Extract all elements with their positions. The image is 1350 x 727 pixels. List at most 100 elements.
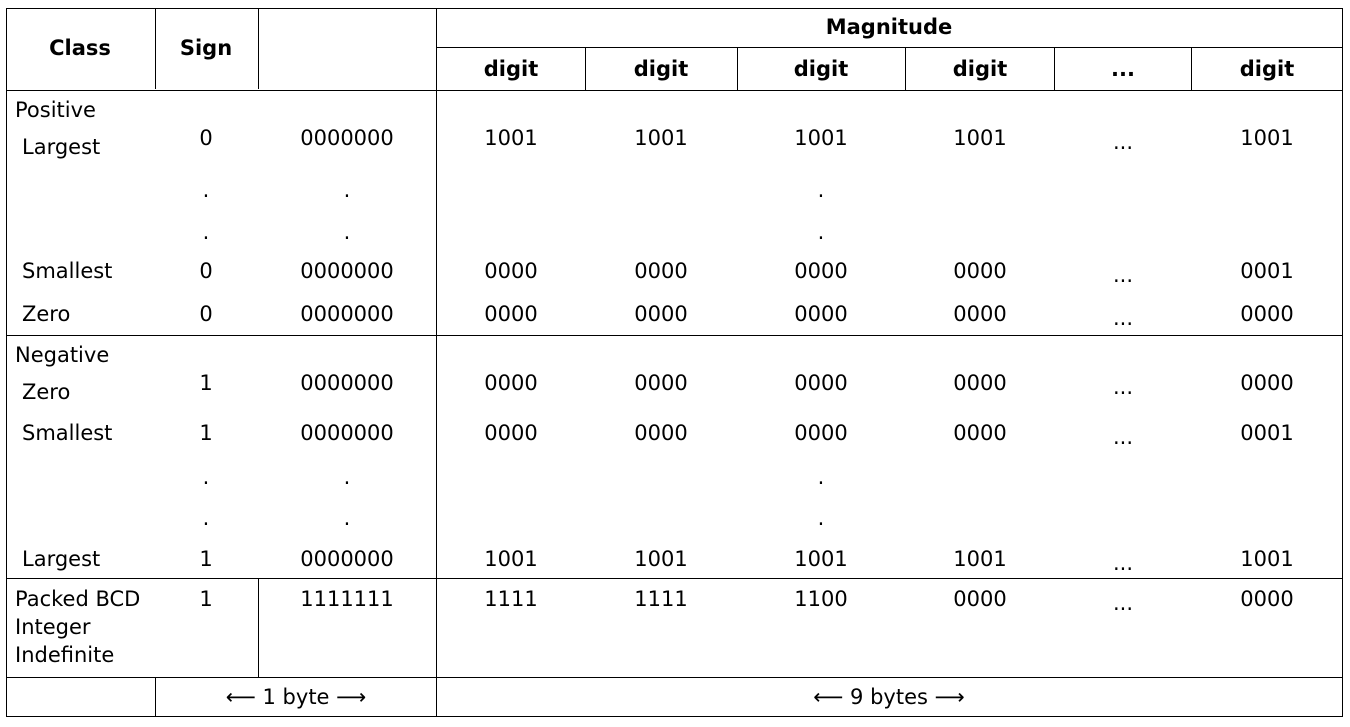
negative-zero-sign: 1 xyxy=(199,371,213,395)
indefinite-ellipsis: ... xyxy=(1112,591,1134,615)
positive-mag-dot-1: . xyxy=(817,178,825,202)
negative-zero-ellipsis: ... xyxy=(1112,375,1134,399)
positive-largest-digit-3: 1001 xyxy=(794,126,848,150)
negative-sign-dot-2: . xyxy=(202,506,210,530)
digit-column-rule-4 xyxy=(1054,48,1055,90)
positive-exp-dot-1: . xyxy=(343,178,351,202)
positive-zero-digit-4: 0000 xyxy=(953,302,1007,326)
negative-zero-exp: 0000000 xyxy=(300,371,394,395)
positive-smallest-label: Smallest xyxy=(22,259,113,283)
indefinite-label-line-1: Packed BCD xyxy=(15,587,141,611)
positive-smallest-digit-1: 0000 xyxy=(484,259,538,283)
header-sign: Sign xyxy=(179,36,233,60)
negative-zero-digit-last: 0000 xyxy=(1240,371,1294,395)
negative-largest-ellipsis: ... xyxy=(1112,551,1134,575)
indefinite-digit-last: 0000 xyxy=(1240,587,1294,611)
negative-largest-digit-4: 1001 xyxy=(953,547,1007,571)
negative-zero-digit-4: 0000 xyxy=(953,371,1007,395)
footer-magnitude-byte-span: ⟵ 9 bytes ⟶ xyxy=(813,685,965,709)
indefinite-digit-1: 1111 xyxy=(484,587,538,611)
positive-smallest-exp: 0000000 xyxy=(300,259,394,283)
negative-exp-dot-2: . xyxy=(343,506,351,530)
negative-group-rule xyxy=(6,578,1343,579)
negative-largest-digit-1: 1001 xyxy=(484,547,538,571)
negative-smallest-ellipsis: ... xyxy=(1112,425,1134,449)
negative-largest-digit-2: 1001 xyxy=(634,547,688,571)
positive-zero-digit-1: 0000 xyxy=(484,302,538,326)
positive-largest-digit-1: 1001 xyxy=(484,126,538,150)
header-digit-2: digit xyxy=(633,57,689,81)
negative-smallest-digit-last: 0001 xyxy=(1240,421,1294,445)
indefinite-exp: 1111111 xyxy=(300,587,394,611)
negative-largest-sign: 1 xyxy=(199,547,213,571)
negative-largest-digit-last: 1001 xyxy=(1240,547,1294,571)
positive-sign-dot-1: . xyxy=(202,178,210,202)
positive-group-rule xyxy=(6,335,1343,336)
negative-zero-label: Zero xyxy=(22,380,71,404)
positive-zero-digit-3: 0000 xyxy=(794,302,848,326)
negative-smallest-digit-4: 0000 xyxy=(953,421,1007,445)
positive-zero-sign: 0 xyxy=(199,302,213,326)
class-column-rule-footer xyxy=(155,678,156,717)
positive-smallest-digit-last: 0001 xyxy=(1240,259,1294,283)
negative-mag-dot-1: . xyxy=(817,465,825,489)
header-digit-3: digit xyxy=(793,57,849,81)
header-digit-ellipsis: ... xyxy=(1111,57,1135,81)
footer-sign-byte-span: ⟵ 1 byte ⟶ xyxy=(225,685,367,709)
negative-largest-label: Largest xyxy=(22,547,101,571)
negative-smallest-digit-3: 0000 xyxy=(794,421,848,445)
indefinite-sign: 1 xyxy=(199,587,213,611)
positive-sign-dot-2: . xyxy=(202,220,210,244)
negative-exp-dot-1: . xyxy=(343,465,351,489)
negative-smallest-label: Smallest xyxy=(22,421,113,445)
positive-mag-dot-2: . xyxy=(817,220,825,244)
class-column-rule xyxy=(155,8,156,89)
positive-smallest-digit-4: 0000 xyxy=(953,259,1007,283)
indefinite-digit-2: 1111 xyxy=(634,587,688,611)
positive-zero-digit-last: 0000 xyxy=(1240,302,1294,326)
positive-group-label: Positive xyxy=(15,98,96,122)
header-digit-4: digit xyxy=(952,57,1008,81)
header-bottom-rule xyxy=(6,90,1343,91)
table-border-left xyxy=(6,8,7,717)
negative-group-label: Negative xyxy=(15,343,110,367)
positive-largest-label: Largest xyxy=(22,135,101,159)
positive-smallest-sign: 0 xyxy=(199,259,213,283)
indefinite-label-line-2: Integer xyxy=(15,615,91,639)
header-class: Class xyxy=(49,36,111,60)
positive-zero-label: Zero xyxy=(22,302,71,326)
sign-column-rule-indefinite xyxy=(258,579,259,677)
digit-column-rule-3 xyxy=(905,48,906,90)
negative-mag-dot-2: . xyxy=(817,506,825,530)
negative-smallest-digit-2: 0000 xyxy=(634,421,688,445)
negative-smallest-digit-1: 0000 xyxy=(484,421,538,445)
negative-smallest-sign: 1 xyxy=(199,421,213,445)
digit-column-rule-1 xyxy=(585,48,586,90)
header-magnitude: Magnitude xyxy=(825,15,953,39)
table-border-top xyxy=(6,8,1343,9)
positive-exp-dot-2: . xyxy=(343,220,351,244)
exponent-column-rule xyxy=(436,8,437,717)
positive-largest-sign: 0 xyxy=(199,126,213,150)
positive-smallest-ellipsis: ... xyxy=(1112,263,1134,287)
indefinite-digit-4: 0000 xyxy=(953,587,1007,611)
negative-zero-digit-2: 0000 xyxy=(634,371,688,395)
digit-column-rule-5 xyxy=(1191,48,1192,90)
indefinite-digit-3: 1100 xyxy=(794,587,848,611)
negative-zero-digit-3: 0000 xyxy=(794,371,848,395)
magnitude-subheader-rule xyxy=(437,47,1343,48)
positive-largest-digit-4: 1001 xyxy=(953,126,1007,150)
sign-column-rule xyxy=(258,8,259,89)
negative-zero-digit-1: 0000 xyxy=(484,371,538,395)
indefinite-row-rule xyxy=(6,677,1343,678)
negative-smallest-exp: 0000000 xyxy=(300,421,394,445)
positive-largest-digit-2: 1001 xyxy=(634,126,688,150)
negative-largest-exp: 0000000 xyxy=(300,547,394,571)
negative-sign-dot-1: . xyxy=(202,465,210,489)
table-border-right xyxy=(1342,8,1343,717)
negative-largest-digit-3: 1001 xyxy=(794,547,848,571)
positive-smallest-digit-3: 0000 xyxy=(794,259,848,283)
positive-largest-ellipsis: ... xyxy=(1112,130,1134,154)
positive-zero-digit-2: 0000 xyxy=(634,302,688,326)
